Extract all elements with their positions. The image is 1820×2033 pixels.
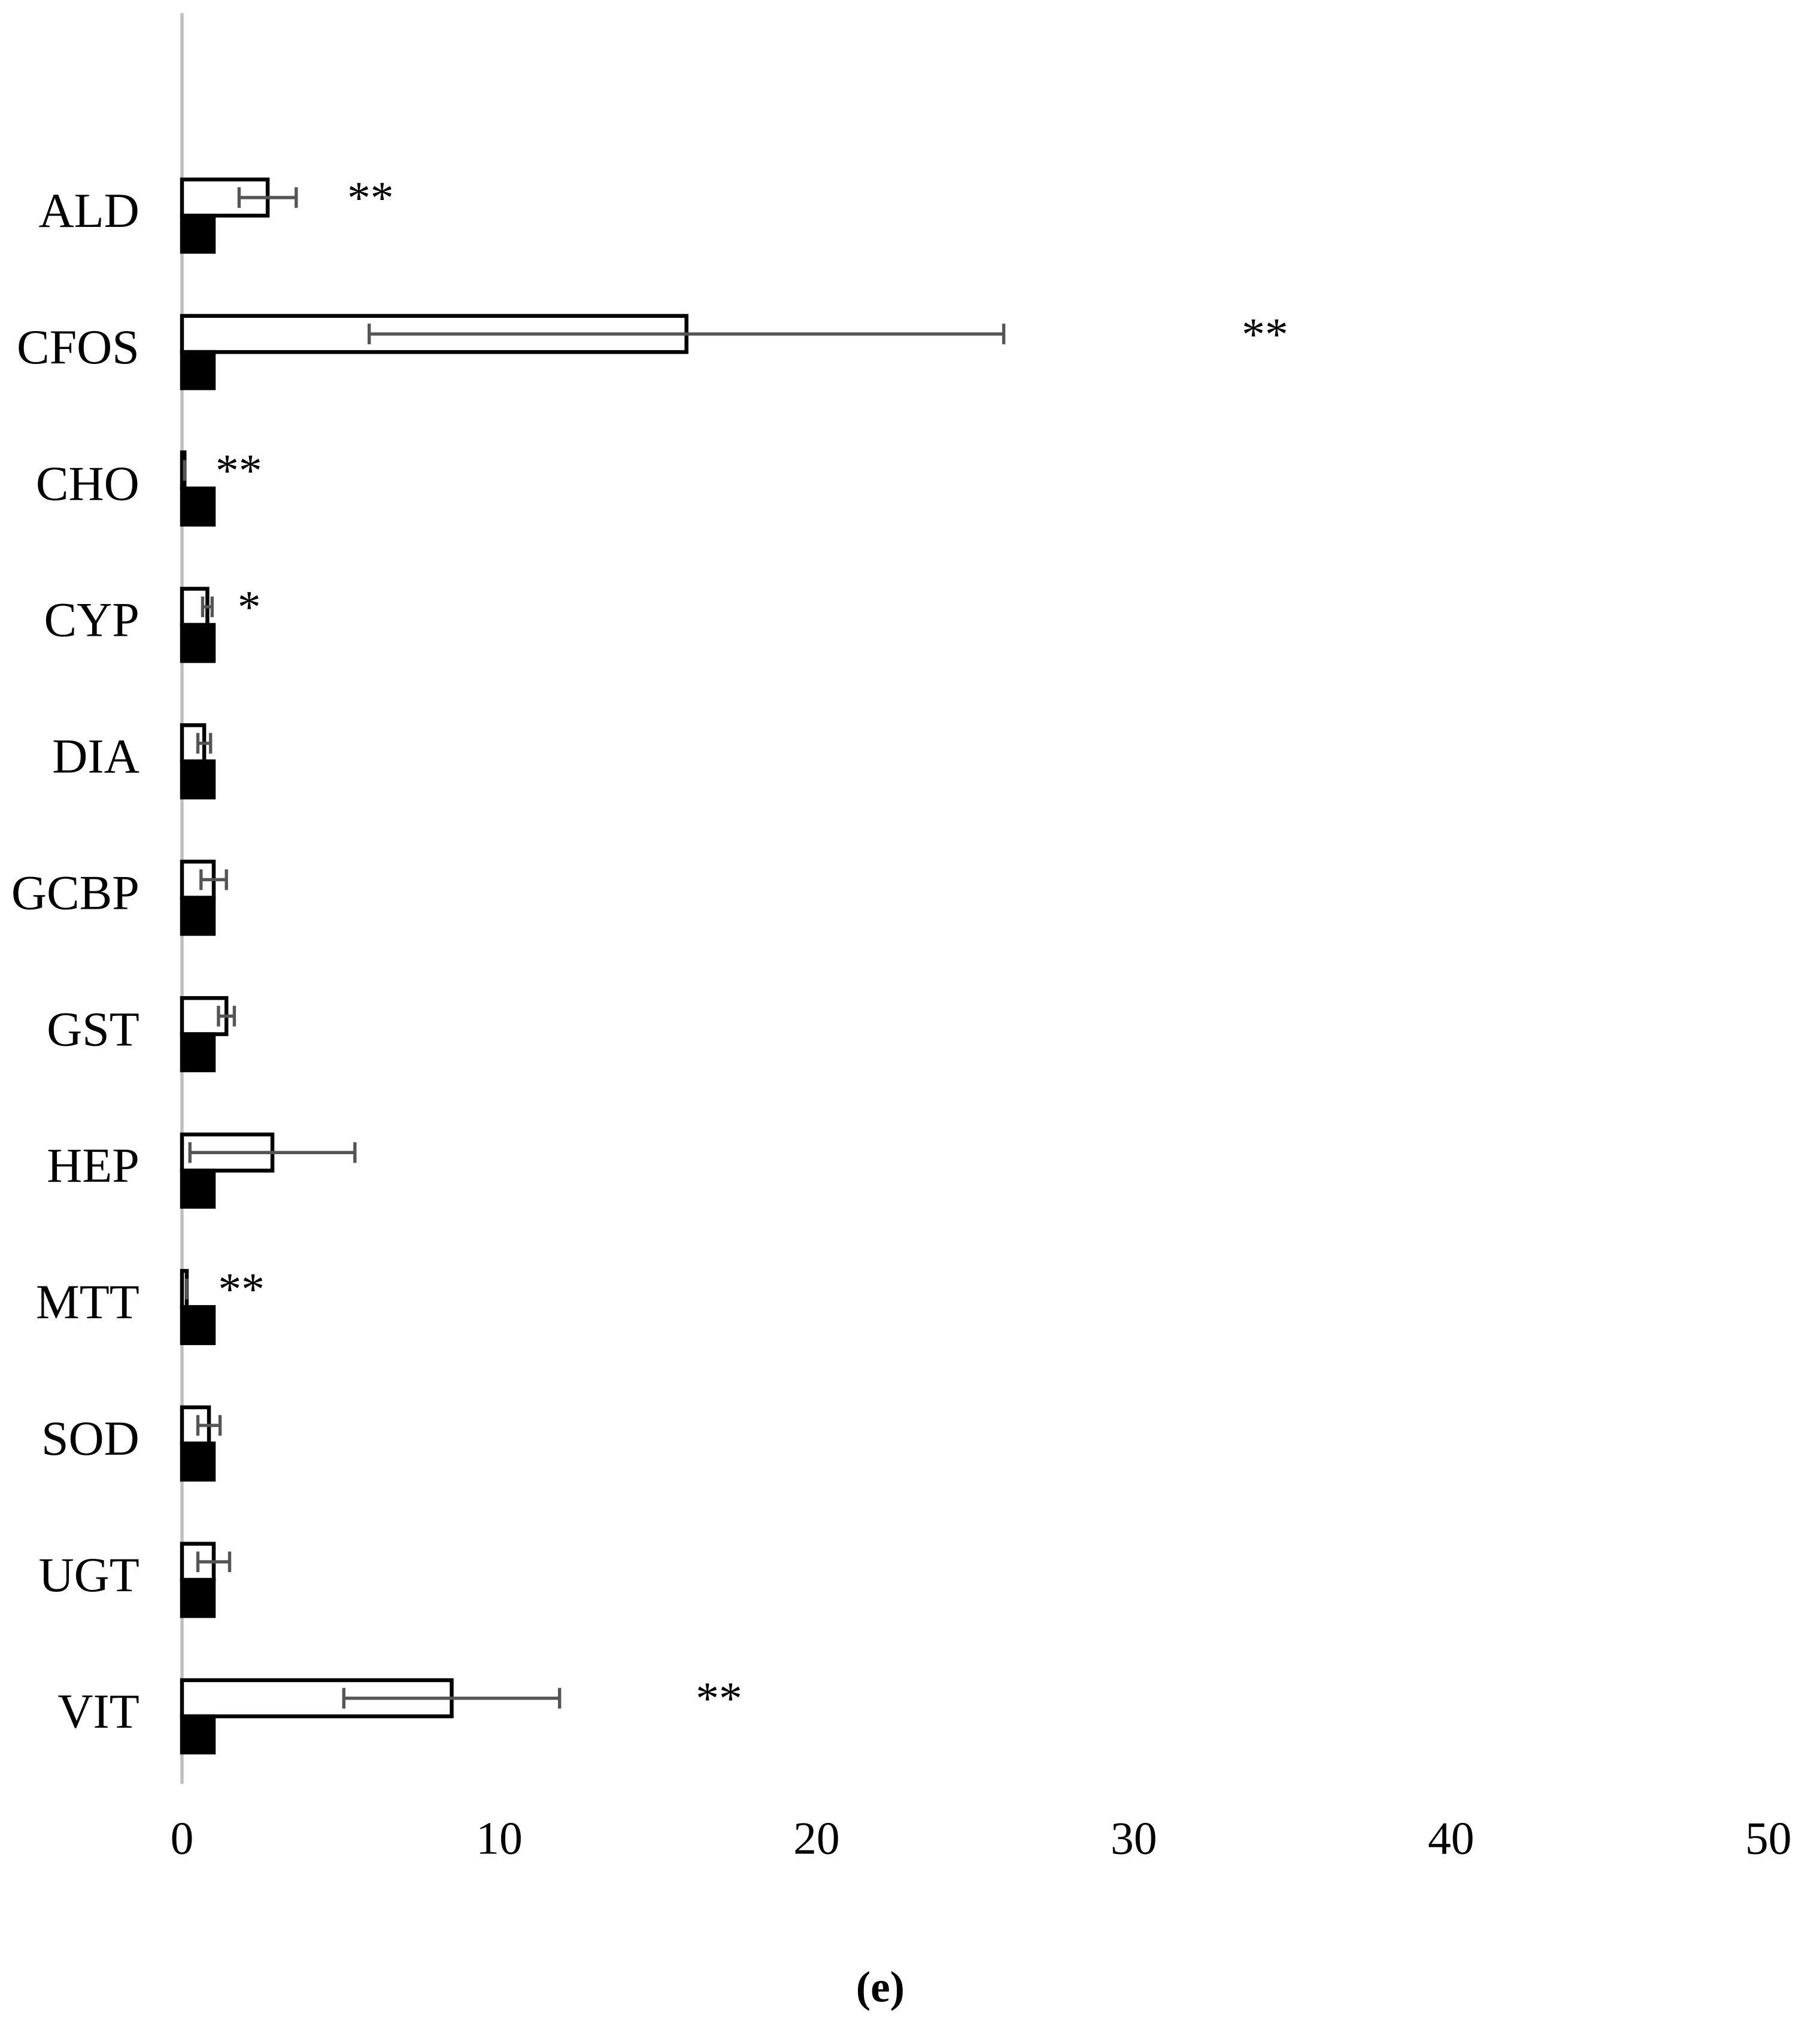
error-bar — [199, 869, 228, 890]
y-tick-label: MTT — [36, 1275, 139, 1329]
bar — [180, 1714, 216, 1755]
x-tick-label: 50 — [1745, 1813, 1792, 1864]
x-tick-label: 30 — [1111, 1813, 1157, 1864]
bar — [180, 759, 216, 800]
bar — [180, 1577, 216, 1618]
bar — [180, 896, 216, 936]
bar — [180, 486, 216, 527]
bar — [180, 1441, 216, 1482]
y-tick-label: GCBP — [11, 865, 139, 920]
significance-label: * — [238, 581, 261, 633]
error-bar — [201, 596, 214, 617]
error-bar — [196, 733, 213, 754]
x-tick-label: 40 — [1428, 1813, 1475, 1864]
significance-label: ** — [218, 1264, 265, 1315]
error-bar — [217, 1006, 236, 1027]
y-tick-label: GST — [47, 1002, 139, 1056]
significance-label: ** — [347, 172, 394, 223]
bar — [180, 1305, 216, 1345]
bar — [180, 213, 216, 254]
y-tick-label: HEP — [47, 1138, 139, 1193]
error-bar — [342, 1688, 562, 1709]
bar — [180, 350, 216, 390]
error-bar — [196, 1551, 232, 1573]
significance-label: ** — [696, 1673, 742, 1724]
y-tick-label: SOD — [41, 1411, 139, 1465]
x-tick-label: 20 — [793, 1813, 840, 1864]
error-bar — [237, 187, 298, 208]
y-tick-label: CYP — [44, 593, 139, 647]
error-bar — [367, 323, 1006, 345]
x-tick-label: 0 — [171, 1813, 194, 1864]
y-tick-label: VIT — [57, 1684, 139, 1738]
y-tick-label: UGT — [39, 1547, 139, 1602]
y-tick-label: ALD — [39, 183, 139, 238]
x-tick-label: 10 — [476, 1813, 523, 1864]
caption: (e) — [856, 1963, 905, 2011]
bar — [180, 1032, 216, 1073]
bar — [180, 623, 216, 663]
bar — [180, 1169, 216, 1209]
significance-label: ** — [1242, 308, 1288, 360]
error-bar — [196, 1415, 222, 1436]
y-tick-label: CFOS — [17, 320, 139, 374]
error-bar — [188, 1142, 357, 1163]
y-tick-label: CHO — [36, 456, 139, 511]
y-tick-label: DIA — [52, 729, 139, 784]
significance-label: ** — [216, 445, 262, 496]
